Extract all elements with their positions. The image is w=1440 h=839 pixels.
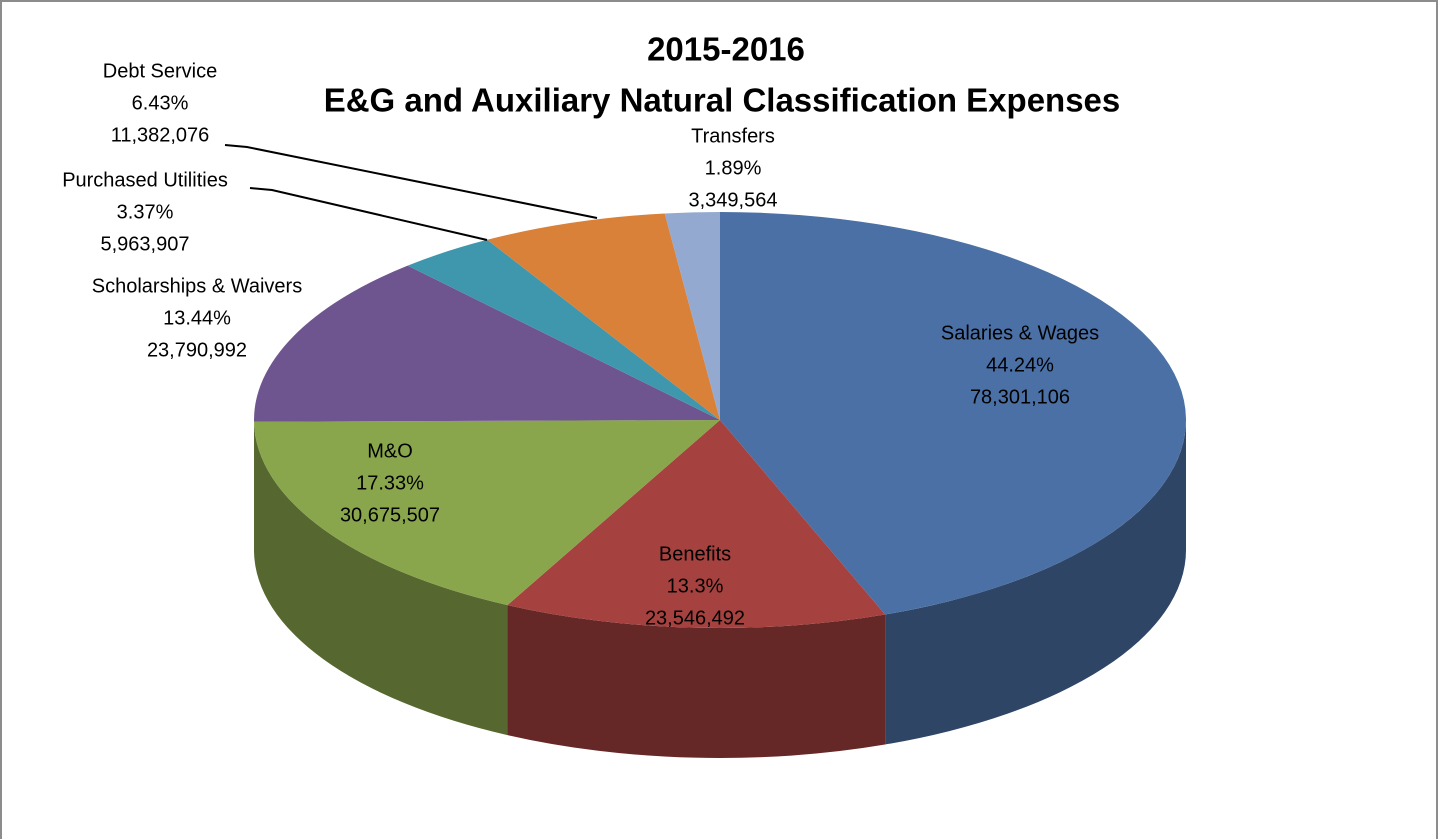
slice-value: 30,675,507 <box>340 504 440 526</box>
slice-label: Benefits <box>659 543 731 565</box>
slice-label: Purchased Utilities <box>62 169 228 191</box>
chart-subtitle: E&G and Auxiliary Natural Classification… <box>324 82 1121 119</box>
slice-side <box>885 420 1186 745</box>
slice-value: 3,349,564 <box>689 189 778 211</box>
slice-percent: 6.43% <box>132 92 189 114</box>
slice <box>407 239 720 420</box>
slice-label: Scholarships & Waivers <box>92 275 302 297</box>
chart-title: 2015-2016 <box>647 31 805 68</box>
slice-value: 23,546,492 <box>645 607 745 629</box>
slice-side <box>507 605 886 758</box>
slice-percent: 44.24% <box>986 354 1054 376</box>
slice <box>254 265 720 422</box>
slice <box>720 212 1187 615</box>
slice <box>487 213 720 420</box>
slice-value: 5,963,907 <box>101 233 190 255</box>
slice-percent: 3.37% <box>117 201 174 223</box>
slice-label: Salaries & Wages <box>941 322 1099 344</box>
slice-value: 23,790,992 <box>147 339 247 361</box>
slice-value: 78,301,106 <box>970 386 1070 408</box>
slice-percent: 1.89% <box>705 157 762 179</box>
slice-value: 11,382,076 <box>111 124 210 146</box>
slice-percent: 17.33% <box>356 472 424 494</box>
slice-label: Debt Service <box>103 60 218 82</box>
slice-percent: 13.3% <box>667 575 724 597</box>
slice-side <box>254 421 508 736</box>
leader-line <box>224 144 598 219</box>
slice-label: Transfers <box>691 125 775 147</box>
slice <box>507 420 886 628</box>
slice-label: M&O <box>367 440 413 462</box>
slice <box>664 212 720 420</box>
leader-line <box>249 187 488 241</box>
slice-percent: 13.44% <box>163 307 231 329</box>
slice <box>254 420 720 606</box>
